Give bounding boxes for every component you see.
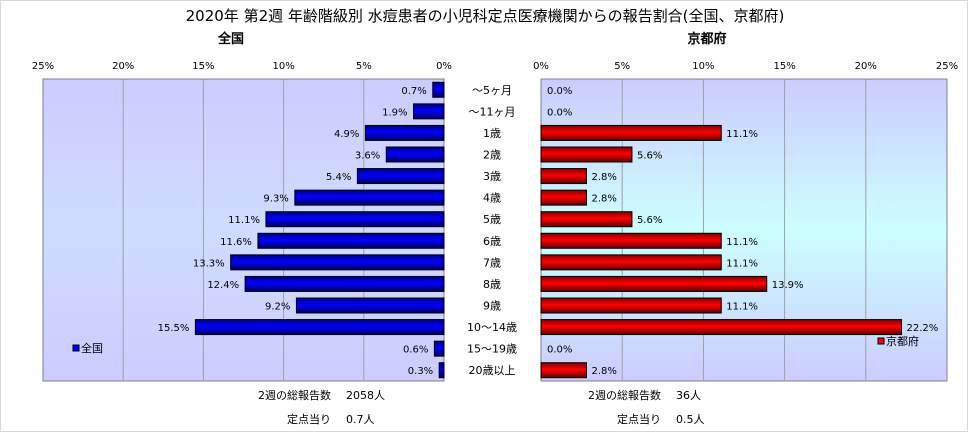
kyoto-bar <box>540 211 633 228</box>
kyoto-bar <box>540 275 768 292</box>
kyoto-tick-label: 15% <box>773 61 795 72</box>
zenkoku-bar <box>432 81 445 98</box>
kyoto-bar <box>540 362 587 379</box>
kyoto-data-label: 11.1% <box>726 302 758 313</box>
kyoto-data-label: 22.2% <box>907 323 939 334</box>
kyoto-per-site-label: 定点当り <box>617 412 661 426</box>
category-label: 3歳 <box>483 170 501 183</box>
zenkoku-data-label: 0.6% <box>403 345 428 356</box>
category-label: 15～19歳 <box>467 343 517 356</box>
kyoto-per-site-value: 0.5人 <box>676 413 705 426</box>
zenkoku-data-label: 9.3% <box>263 194 288 205</box>
zenkoku-data-label: 13.3% <box>193 258 225 269</box>
kyoto-data-label: 2.8% <box>591 366 616 377</box>
zenkoku-tick-label: 25% <box>32 61 54 72</box>
zenkoku-data-label: 1.9% <box>382 107 407 118</box>
kyoto-bar <box>540 124 722 141</box>
kyoto-bar <box>540 189 587 206</box>
kyoto-data-label: 5.6% <box>637 151 662 162</box>
kyoto-panel-title: 京都府 <box>687 31 726 47</box>
zenkoku-bar <box>413 103 445 120</box>
zenkoku-bar <box>356 168 445 185</box>
kyoto-legend-swatch <box>877 337 885 345</box>
zenkoku-data-label: 11.6% <box>220 237 252 248</box>
zenkoku-data-label: 12.4% <box>207 280 239 291</box>
zenkoku-tick-label: 0% <box>436 61 452 72</box>
category-label: ～11ヶ月 <box>469 105 516 118</box>
category-label: 7歳 <box>483 256 501 269</box>
zenkoku-per-site-value: 0.7人 <box>346 413 375 426</box>
zenkoku-plot-area <box>42 78 445 382</box>
zenkoku-bar <box>244 275 445 292</box>
kyoto-bar <box>540 232 722 249</box>
zenkoku-total-label: 2週の総報告数 <box>258 388 331 402</box>
kyoto-data-label: 5.6% <box>637 215 662 226</box>
zenkoku-data-label: 4.9% <box>334 129 359 140</box>
zenkoku-bar <box>433 340 445 357</box>
zenkoku-per-site-label: 定点当り <box>287 412 331 426</box>
kyoto-data-label: 11.1% <box>726 258 758 269</box>
zenkoku-data-label: 9.2% <box>265 302 290 313</box>
zenkoku-tick-label: 15% <box>192 61 214 72</box>
kyoto-tick-label: 5% <box>614 61 630 72</box>
zenkoku-bar <box>194 319 445 336</box>
zenkoku-total-value: 2058人 <box>346 389 385 402</box>
kyoto-data-label: 11.1% <box>726 129 758 140</box>
chart-title: 2020年 第2週 年齢階級別 水痘患者の小児科定点医療機関からの報告割合(全国… <box>186 7 785 25</box>
kyoto-tick-label: 25% <box>936 61 958 72</box>
kyoto-bar <box>540 146 633 163</box>
category-label: 8歳 <box>483 278 501 291</box>
zenkoku-tick-label: 10% <box>272 61 294 72</box>
zenkoku-panel-title: 全国 <box>217 31 244 47</box>
zenkoku-legend-swatch <box>72 344 80 352</box>
zenkoku-bar <box>438 362 445 379</box>
zenkoku-data-label: 3.6% <box>355 151 380 162</box>
zenkoku-bar <box>230 254 445 271</box>
kyoto-legend-label: 京都府 <box>886 334 919 348</box>
category-label: ～5ヶ月 <box>472 84 512 97</box>
kyoto-tick-label: 20% <box>855 61 877 72</box>
kyoto-total-label: 2週の総報告数 <box>588 388 661 402</box>
zenkoku-data-label: 11.1% <box>228 215 260 226</box>
kyoto-data-label: 0.0% <box>547 86 572 97</box>
category-label: 6歳 <box>483 235 501 248</box>
category-label: 4歳 <box>483 192 501 205</box>
zenkoku-bar <box>294 189 445 206</box>
kyoto-data-label: 13.9% <box>772 280 804 291</box>
kyoto-total-value: 36人 <box>676 389 701 402</box>
category-label: 1歳 <box>483 127 501 140</box>
kyoto-data-label: 0.0% <box>547 345 572 356</box>
zenkoku-tick-label: 5% <box>356 61 372 72</box>
zenkoku-bar <box>265 211 445 228</box>
kyoto-data-label: 0.0% <box>547 107 572 118</box>
zenkoku-legend-label: 全国 <box>81 341 103 355</box>
zenkoku-bar <box>385 146 445 163</box>
kyoto-data-label: 2.8% <box>591 194 616 205</box>
category-label: 9歳 <box>483 300 501 313</box>
zenkoku-data-label: 0.7% <box>401 86 426 97</box>
zenkoku-bar <box>364 124 445 141</box>
kyoto-data-label: 11.1% <box>726 237 758 248</box>
category-label: 10～14歳 <box>467 321 517 334</box>
category-label: 5歳 <box>483 213 501 226</box>
zenkoku-bar <box>295 297 445 314</box>
zenkoku-tick-label: 20% <box>112 61 134 72</box>
kyoto-tick-label: 10% <box>692 61 714 72</box>
zenkoku-data-label: 0.3% <box>408 366 433 377</box>
kyoto-tick-label: 0% <box>533 61 549 72</box>
kyoto-bar <box>540 254 722 271</box>
kyoto-bar <box>540 319 903 336</box>
zenkoku-bar <box>257 232 445 249</box>
zenkoku-data-label: 5.4% <box>326 172 351 183</box>
category-label: 2歳 <box>483 149 501 162</box>
kyoto-bar <box>540 297 722 314</box>
category-label: 20歳以上 <box>469 364 516 377</box>
zenkoku-data-label: 15.5% <box>158 323 190 334</box>
kyoto-data-label: 2.8% <box>591 172 616 183</box>
kyoto-bar <box>540 168 587 185</box>
